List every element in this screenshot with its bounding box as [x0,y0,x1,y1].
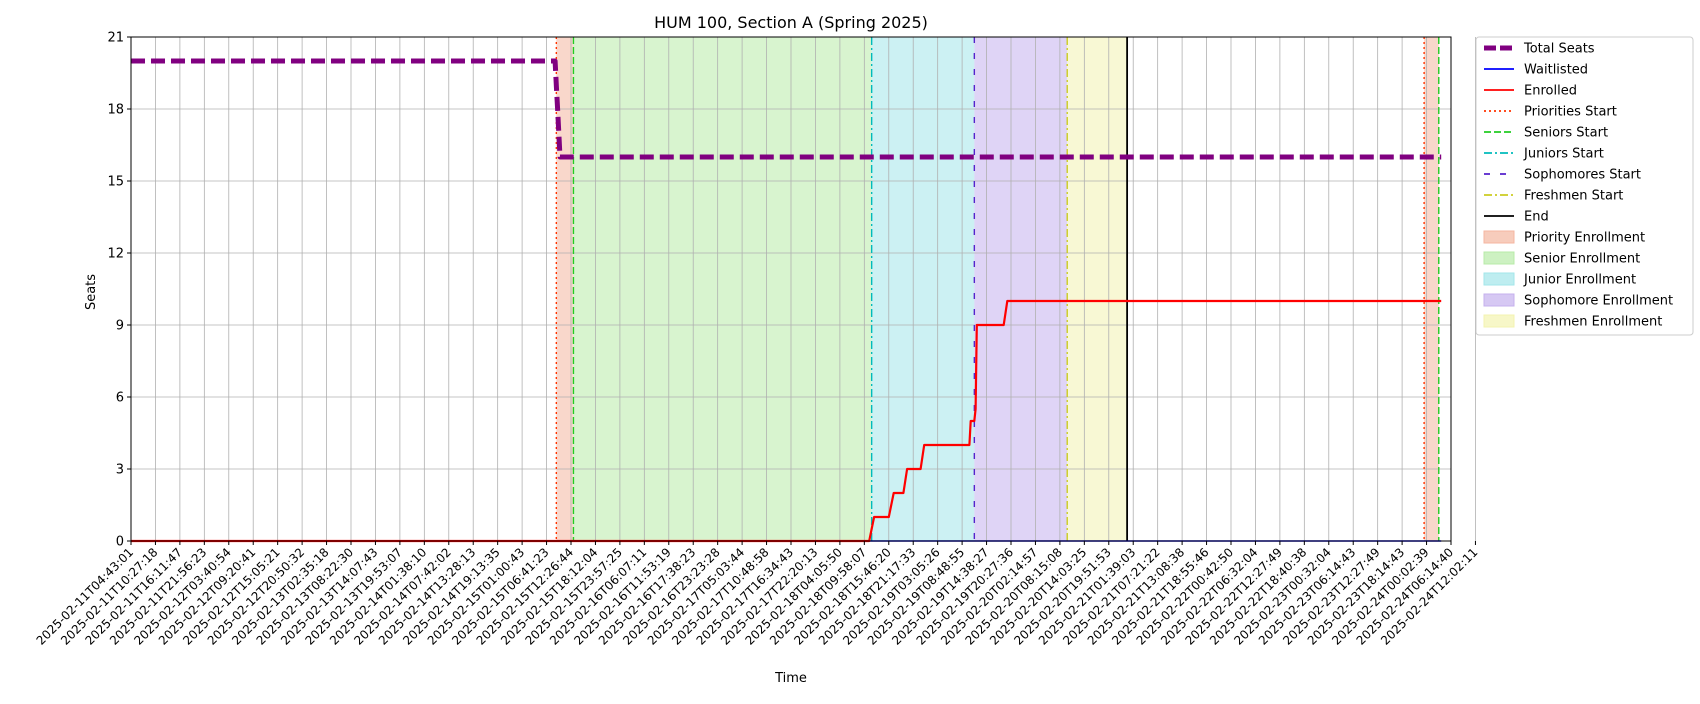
legend-label-juniors-start: Juniors Start [1523,147,1604,162]
legend-label-total-seats: Total Seats [1523,42,1595,57]
legend-swatch-priority-enrollment [1483,230,1515,244]
y-tick-label: 18 [107,103,124,118]
y-tick-label: 6 [116,391,124,406]
phase-markers [555,37,1440,541]
legend: Total Seats Waitlisted Enrolled Priorities … [1475,36,1694,336]
y-axis-label: Seats [84,274,99,310]
legend-label-priority-enrollment: Priority Enrollment [1524,231,1645,246]
legend-label-enrolled: Enrolled [1524,84,1577,99]
chart-title: HUM 100, Section A (Spring 2025) [654,13,928,32]
x-axis-label: Time [774,671,807,686]
legend-label-junior-enrollment: Junior Enrollment [1523,273,1636,288]
legend-label-end: End [1524,210,1549,225]
legend-swatch-freshmen-enrollment [1483,314,1515,328]
y-tick-label: 3 [116,463,124,478]
enrollment-span [974,37,1068,541]
enrollment-spans [556,37,1439,541]
y-tick-label: 21 [107,31,124,46]
legend-label-waitlisted: Waitlisted [1524,63,1588,78]
legend-box [1475,36,1694,336]
enrollment-span [871,37,975,541]
y-tick-label: 9 [116,319,124,334]
y-tick-label: 12 [107,247,124,262]
enrollment-span [573,37,872,541]
y-tick-label: 0 [116,535,124,550]
legend-swatch-sophomore-enrollment [1483,293,1515,307]
series-line-total-seats [131,58,1442,160]
enrollment-span [1067,37,1128,541]
legend-label-seniors-start: Seniors Start [1524,126,1608,141]
y-axis-ticks: 0 3 6 9 12 15 18 21 [107,31,131,550]
y-tick-label: 15 [107,175,124,190]
x-axis-ticks: 2025-02-11T04:43:012025-02-11T10:27:1820… [34,541,1481,648]
legend-label-freshmen-start: Freshmen Start [1524,189,1623,204]
series-line-enrolled [131,299,1442,543]
enrollment-span [1424,37,1439,541]
legend-label-priorities-start: Priorities Start [1524,105,1617,120]
legend-label-sophomores-start: Sophomores Start [1524,168,1641,183]
legend-swatch-senior-enrollment [1483,251,1515,265]
legend-label-freshmen-enrollment: Freshmen Enrollment [1524,315,1662,330]
enrollment-span [556,37,574,541]
legend-label-sophomore-enrollment: Sophomore Enrollment [1524,294,1673,309]
legend-swatch-junior-enrollment [1483,272,1515,286]
legend-label-senior-enrollment: Senior Enrollment [1524,252,1640,267]
